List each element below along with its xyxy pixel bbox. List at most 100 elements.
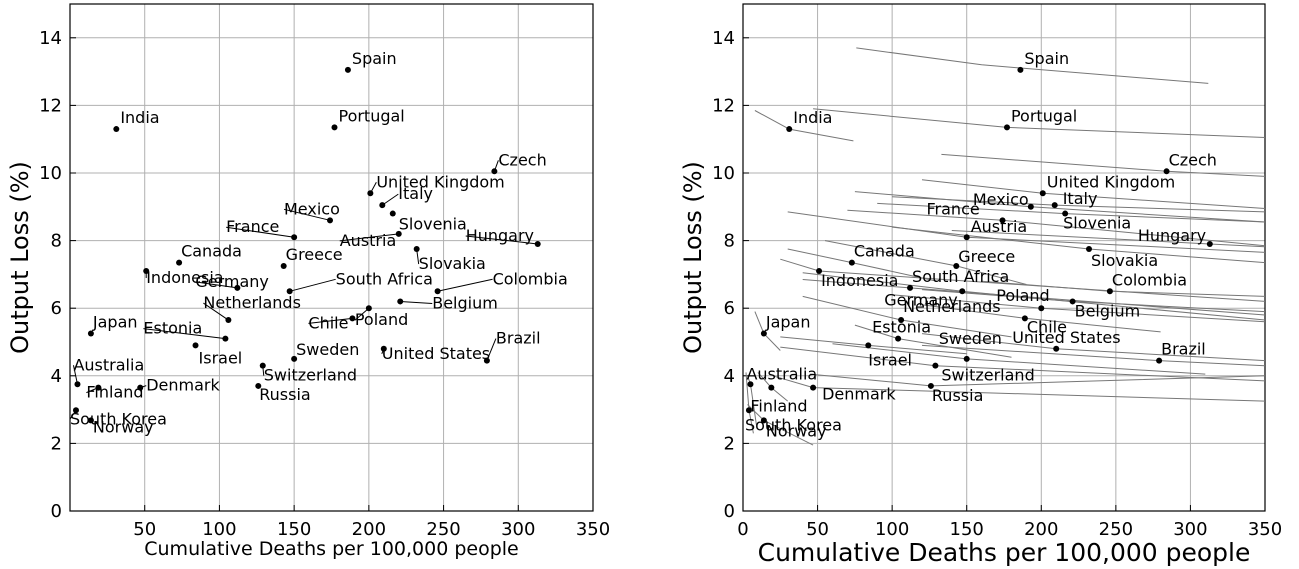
data-point [1062, 210, 1069, 217]
point-label: Slovakia [1091, 251, 1158, 270]
data-point [1156, 357, 1163, 364]
data-point [898, 317, 905, 324]
point-label: South Africa [912, 267, 1009, 286]
data-point [1053, 345, 1060, 352]
data-point [963, 355, 970, 362]
y-tick-label: 12 [712, 95, 735, 116]
leader-line [195, 281, 238, 289]
x-tick-label: 150 [277, 519, 311, 540]
data-point [192, 342, 199, 349]
data-point [999, 217, 1006, 224]
leader-line [354, 307, 370, 321]
x-tick-label: 150 [950, 519, 984, 540]
data-point [1039, 190, 1046, 197]
data-point [1027, 203, 1034, 210]
leader-line [308, 317, 353, 324]
point-label: Australia [73, 355, 144, 374]
point-label: United States [382, 344, 490, 363]
data-point [907, 284, 914, 291]
point-label: Portugal [1011, 106, 1077, 125]
data-point [344, 66, 351, 73]
data-point [534, 240, 541, 247]
point-label: Australia [746, 364, 817, 383]
data-point [491, 168, 498, 175]
point-label: Netherlands [903, 297, 1001, 316]
plot-frame [742, 3, 1266, 512]
y-tick-label: 12 [39, 95, 62, 116]
data-point [927, 382, 934, 389]
point-label: Estonia [143, 319, 202, 338]
point-label: Denmark [146, 376, 220, 395]
x-tick-label: 350 [576, 519, 610, 540]
point-label: Chile [308, 313, 348, 332]
x-tick-label: 100 [875, 519, 909, 540]
point-label: Italy [1063, 189, 1098, 208]
point-label: Germany [195, 272, 269, 291]
point-label: France [927, 199, 980, 218]
point-label: Switzerland [264, 366, 357, 385]
data-point [87, 417, 94, 424]
point-label: Italy [398, 184, 433, 203]
point-label: Portugal [338, 106, 404, 125]
data-point [932, 362, 939, 369]
point-label: South Korea [70, 409, 167, 428]
x-tick-label: 250 [426, 519, 460, 540]
point-label: Canada [181, 242, 242, 261]
point-label: Poland [996, 286, 1049, 305]
data-point [291, 355, 298, 362]
point-label: Slovenia [1063, 214, 1131, 233]
point-label: Hungary [1138, 226, 1206, 245]
point-label: South Africa [336, 269, 433, 288]
point-label: Slovenia [399, 215, 467, 234]
point-label: Japan [765, 313, 811, 332]
point-label: Israel [868, 350, 912, 369]
point-label: Indonesia [821, 271, 898, 290]
point-label: Austria [340, 231, 397, 250]
point-label: Slovakia [419, 254, 486, 273]
point-label: Sweden [939, 329, 1002, 348]
leader-line [465, 235, 538, 245]
point-label: United Kingdom [376, 172, 504, 191]
data-point [286, 288, 293, 295]
data-point [222, 335, 229, 342]
data-point [137, 384, 144, 391]
data-point [280, 262, 287, 269]
leader-line [339, 233, 399, 242]
trajectory-line [854, 191, 1266, 223]
data-point [87, 330, 94, 337]
data-point [349, 315, 356, 322]
data-point [1021, 315, 1028, 322]
data-point [225, 317, 232, 324]
leader-line [72, 365, 78, 385]
data-point [963, 234, 970, 241]
data-point [365, 305, 372, 312]
chart-panel-1: 50 100 150 200 250 300 350 0 2 4 6 8 10 12 14 Cumulativ… [6, 3, 610, 560]
data-point [1106, 288, 1113, 295]
data-point [745, 407, 752, 414]
trajectory-line [856, 47, 1209, 84]
y-axis-label: Output Loss (%) [6, 161, 34, 354]
leader-line [437, 278, 493, 292]
point-label: Brazil [1161, 340, 1206, 359]
trajectory-line [921, 344, 1266, 367]
data-point [760, 330, 767, 337]
x-tick-label: 50 [133, 519, 156, 540]
point-label: United Kingdom [1047, 172, 1175, 191]
point-label: Japan [92, 313, 138, 332]
data-point [1038, 305, 1045, 312]
point-label: France [226, 217, 279, 236]
point-label: Austria [971, 217, 1028, 236]
data-point [483, 357, 490, 364]
y-tick-label: 14 [712, 28, 735, 49]
data-point [1086, 246, 1093, 253]
x-tick-label: 100 [202, 519, 236, 540]
point-label: Switzerland [941, 366, 1034, 385]
data-point [786, 126, 793, 133]
leader-line [203, 302, 229, 321]
data-point [176, 259, 183, 266]
point-label: Spain [1024, 49, 1069, 68]
point-label: Mexico [973, 190, 1029, 209]
x-tick-label: 350 [1248, 519, 1282, 540]
point-label: India [120, 108, 159, 127]
point-label: Colombia [493, 269, 568, 288]
